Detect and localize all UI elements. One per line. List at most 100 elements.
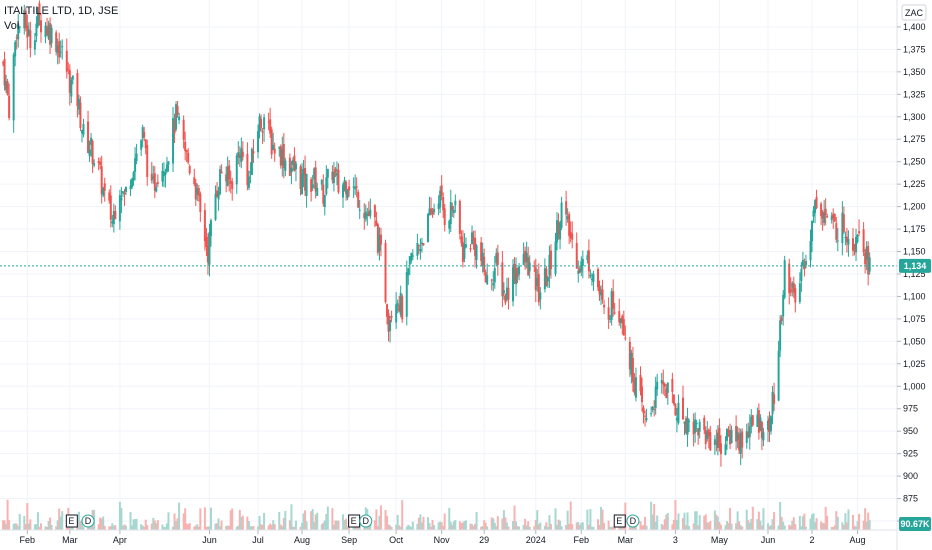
volume-bar [431,519,434,530]
volume-bar [747,520,750,530]
dividend-marker[interactable]: D [81,514,95,528]
candle-body [257,131,260,153]
time-axis[interactable]: Feb Mar Apr Jun Jul Aug Sep Oct Nov 29 2024 Feb Mar 3… [20,530,866,545]
candle-body [273,148,276,154]
candle-body [695,422,698,425]
currency-badge[interactable]: ZAC [901,4,927,21]
candle-body [26,25,29,38]
volume-bar [505,522,508,530]
candle-body [651,406,654,410]
candle-body [439,190,442,208]
dividend-marker[interactable]: D [359,514,373,528]
volume-bar [443,513,446,530]
candle-body [460,236,463,244]
candle-body [164,172,167,175]
candle-body [102,187,105,196]
candle-body [231,181,234,189]
candle-body [214,193,217,220]
volume-bar [346,526,349,530]
volume-bar [578,524,581,530]
candle-body [706,431,709,439]
y-tick-label: 925 [903,449,918,459]
candle-body [428,208,431,216]
candle-body [431,211,434,215]
volume-bar [80,519,83,530]
candle-body [672,394,675,404]
volume-bar [681,518,684,530]
volume-bar [267,525,270,530]
volume-bar [316,512,319,530]
candle-body [135,153,138,161]
candle-body [152,176,155,179]
candle-body [156,182,159,185]
volume-bar [601,509,604,530]
volume-bar [206,526,209,530]
volume-bar [33,524,36,530]
candle-body [663,383,666,387]
candle-body [780,317,783,321]
volume-bar [153,520,156,530]
earnings-marker[interactable]: E [348,514,361,528]
candle-body [841,212,844,244]
volume-bar [172,526,175,530]
candle-body [208,232,211,265]
candle-body [50,27,53,44]
candle-body [373,205,376,218]
volume-bar [729,507,732,530]
candle-body [495,253,498,264]
candle-body [600,292,603,296]
dividend-marker[interactable]: D [626,514,640,528]
volume-title: Vol [4,20,20,32]
y-tick-label: 1,300 [903,112,926,122]
candle-body [639,374,642,392]
candle-body [522,253,525,265]
candle-body [58,41,61,58]
volume-bar [556,524,559,530]
volume-bar [814,522,817,530]
y-tick-label: 975 [903,404,918,414]
volume-bar [645,525,648,530]
volume-bar [173,513,176,530]
candle-body [782,294,785,317]
candle-body [410,252,413,261]
candle-body [641,386,644,403]
volume-bar [124,525,127,530]
volume-bar [375,509,378,530]
earnings-marker[interactable]: E [613,514,626,528]
candle-body [515,268,518,285]
volume-bar [59,516,62,530]
volume-bar [439,521,442,530]
candle-body [384,242,387,303]
volume-bar [789,525,792,530]
volume-bar [120,507,123,530]
volume-bar [102,516,105,530]
candle-body [868,257,871,272]
candle-body [472,237,475,240]
volume-bar [35,524,38,530]
candle-body [334,168,337,173]
volume-bar [512,521,515,530]
candle-body [36,7,39,27]
volume-bar [269,523,272,530]
candle-body [821,211,824,219]
candle-body [590,278,593,281]
volume-bar [197,526,200,530]
candle-body [238,154,241,158]
earnings-marker[interactable]: E [65,514,78,528]
volume-bar [199,508,202,530]
candle-body [483,256,486,273]
volume-bar [229,510,232,530]
candle-body [803,264,806,270]
volume-bar [29,519,32,530]
candle-body [246,153,249,186]
volume-bar [783,525,786,530]
candle-body [671,378,674,392]
candle-body [123,192,126,195]
candle-body [750,416,753,427]
volume-bar [824,506,827,530]
volume-bar [449,521,452,530]
volume-bar [516,526,519,530]
x-tick-label: 29 [479,535,489,545]
